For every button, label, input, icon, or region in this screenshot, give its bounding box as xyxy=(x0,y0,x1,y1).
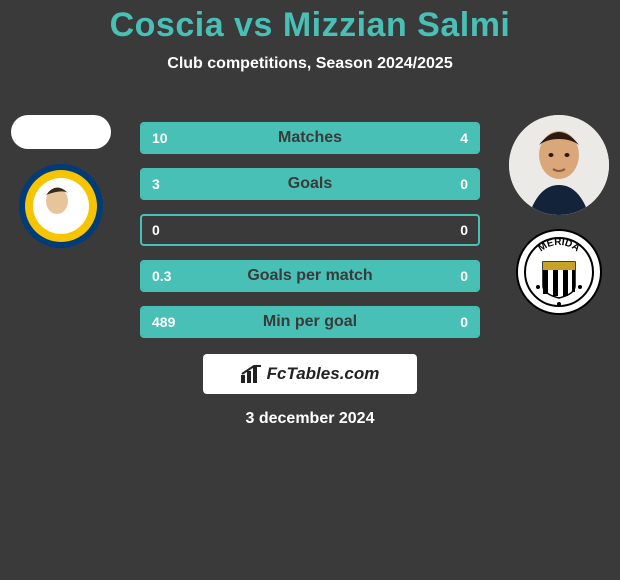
hercules-badge-icon xyxy=(18,163,104,249)
stat-row: Goals per match0.3 0 xyxy=(140,260,480,292)
bar-chart-icon xyxy=(241,365,263,383)
brand-badge: FcTables.com xyxy=(203,354,417,394)
stat-value-left: 10 xyxy=(142,130,178,146)
stat-value-right: 0 xyxy=(450,222,478,238)
stat-row: Goals3 0 xyxy=(140,168,480,200)
stats-panel: Matches104Goals30Hattricks00Goals per ma… xyxy=(140,122,480,338)
stat-value-right: 0 xyxy=(450,176,478,192)
player-avatar-left xyxy=(11,115,111,149)
stat-row: Matches10 4 xyxy=(140,122,480,154)
player-avatar-right xyxy=(509,115,609,215)
right-player-column: MERIDA xyxy=(504,115,614,315)
stat-row: Min per goal489 0 xyxy=(140,306,480,338)
date-label: 3 december 2024 xyxy=(0,410,620,428)
stat-value-left: 0.3 xyxy=(142,268,181,284)
stat-value-right: 0 xyxy=(450,314,478,330)
club-badge-right: MERIDA xyxy=(516,229,602,315)
page-title: Coscia vs Mizzian Salmi xyxy=(0,0,620,45)
stat-label: Min per goal xyxy=(142,313,478,331)
club-badge-left xyxy=(18,163,104,249)
stat-row: Hattricks0 0 xyxy=(140,214,480,246)
stat-value-left: 0 xyxy=(142,222,170,238)
stat-value-right: 0 xyxy=(450,268,478,284)
subtitle: Club competitions, Season 2024/2025 xyxy=(0,55,620,73)
stat-label: Matches xyxy=(142,129,478,147)
stat-label: Hattricks xyxy=(142,221,478,239)
brand-text: FcTables.com xyxy=(267,364,380,384)
left-player-column xyxy=(6,115,116,249)
merida-badge-icon: MERIDA xyxy=(516,229,602,315)
player-photo-icon xyxy=(509,115,609,215)
stat-label: Goals per match xyxy=(142,267,478,285)
stat-label: Goals xyxy=(142,175,478,193)
stat-value-left: 3 xyxy=(142,176,170,192)
stat-value-right: 4 xyxy=(450,130,478,146)
stat-value-left: 489 xyxy=(142,314,185,330)
